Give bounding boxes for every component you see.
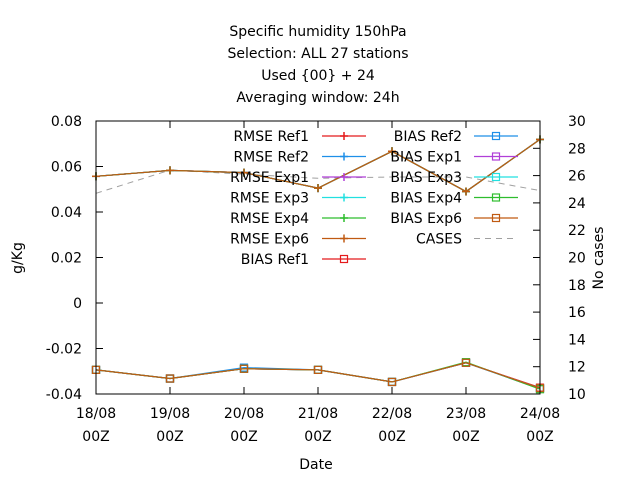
y-tick-label: -0.02 <box>46 342 82 358</box>
y2-tick-label: 12 <box>568 360 586 376</box>
series-line-rmse-exp1 <box>95 138 541 193</box>
legend-entry-rmse-exp1: RMSE Exp1 <box>230 170 366 186</box>
series-line-rmse-ref1 <box>95 138 541 193</box>
y-tick-label: 0.04 <box>51 205 82 221</box>
x-tick-label-time: 00Z <box>82 429 109 445</box>
chart-title-line: Selection: ALL 27 stations <box>227 46 408 62</box>
y-axis-label: g/Kg <box>10 242 26 274</box>
legend-label: RMSE Exp6 <box>230 232 309 248</box>
series-line-rmse-exp4 <box>95 138 541 193</box>
chart-title: Specific humidity 150hPa Selection: ALL 2… <box>227 24 408 106</box>
legend-label: BIAS Ref1 <box>241 252 309 268</box>
legend-swatch-marker <box>491 131 501 141</box>
data-point-bias-exp6 <box>313 365 323 374</box>
legend-swatch-marker <box>339 254 349 264</box>
series-bias-exp3 <box>91 358 545 393</box>
y2-tick-label: 24 <box>568 196 586 212</box>
data-point-bias-exp6 <box>165 374 175 383</box>
y2-tick-label: 18 <box>568 278 586 294</box>
legend-entry-bias-exp3: BIAS Exp3 <box>390 170 518 186</box>
legend-entry-rmse-ref1: RMSE Ref1 <box>233 129 366 145</box>
legend-swatch-marker <box>491 193 501 202</box>
y2-tick-label: 16 <box>568 305 586 321</box>
legend-swatch-marker <box>491 213 501 223</box>
legend-label: CASES <box>416 232 462 248</box>
y-tick-label: -0.04 <box>46 387 82 403</box>
data-point-bias-exp6 <box>461 358 471 367</box>
legend-label: BIAS Ref2 <box>394 129 462 145</box>
legend-entry-rmse-ref2: RMSE Ref2 <box>233 150 366 166</box>
x-tick-label-date: 24/08 <box>520 406 560 422</box>
chart-title-line: Specific humidity 150hPa <box>229 24 406 40</box>
legend-label: BIAS Exp6 <box>390 211 462 227</box>
legend-entry-cases: CASES <box>416 232 518 248</box>
axis-ticks: -0.04 -0.02 0 0.02 0.04 0.06 0.08 10 12 14 16 18 20 2… <box>46 114 586 445</box>
x-tick-label-time: 00Z <box>378 429 405 445</box>
legend-label: RMSE Ref2 <box>233 150 309 166</box>
y2-axis-label: No cases <box>591 227 607 290</box>
legend-label: RMSE Ref1 <box>233 129 309 145</box>
legend-label: RMSE Exp4 <box>230 211 309 227</box>
series-line-rmse-exp3 <box>95 138 541 193</box>
x-axis-label: Date <box>299 457 332 473</box>
legend-entry-bias-exp6: BIAS Exp6 <box>390 211 518 227</box>
data-point-bias-exp6 <box>239 364 249 373</box>
legend-swatch-marker <box>491 152 501 161</box>
legend-entry-rmse-exp4: RMSE Exp4 <box>230 211 366 227</box>
legend-label: BIAS Exp3 <box>390 170 462 186</box>
legend-entry-rmse-exp3: RMSE Exp3 <box>230 191 366 207</box>
y-tick-label: 0 <box>73 296 82 312</box>
series-bias-ref1 <box>91 358 545 392</box>
series-rmse-exp6 <box>92 135 544 196</box>
legend-label: RMSE Exp1 <box>230 170 309 186</box>
x-tick-label-date: 22/08 <box>372 406 412 422</box>
x-tick-label-date: 23/08 <box>446 406 486 422</box>
legend: RMSE Ref1 RMSE Ref2 RMSE Exp1 RMSE Exp3 RMSE… <box>230 129 518 268</box>
series-bias-exp6 <box>91 358 545 393</box>
y2-tick-label: 10 <box>568 387 586 403</box>
series-line-rmse-exp6 <box>95 138 541 193</box>
y-tick-label: 0.02 <box>51 251 82 267</box>
legend-swatch-marker <box>491 172 501 182</box>
x-tick-label-time: 00Z <box>526 429 553 445</box>
x-tick-label-date: 19/08 <box>150 406 190 422</box>
chart-title-line: Averaging window: 24h <box>236 90 399 106</box>
x-tick-label-time: 00Z <box>230 429 257 445</box>
data-point-bias-exp6 <box>387 377 397 387</box>
y2-tick-label: 26 <box>568 169 586 185</box>
y2-tick-label: 20 <box>568 251 586 267</box>
legend-entry-bias-ref2: BIAS Ref2 <box>394 129 518 145</box>
series-line-rmse-ref2 <box>95 138 541 193</box>
y-tick-label: 0.06 <box>51 160 82 176</box>
legend-entry-bias-exp1: BIAS Exp1 <box>390 150 518 166</box>
x-tick-label-date: 21/08 <box>298 406 338 422</box>
x-tick-label-time: 00Z <box>156 429 183 445</box>
series-line-bias-exp6 <box>95 362 541 389</box>
legend-label: RMSE Exp3 <box>230 191 309 207</box>
y-tick-label: 0.08 <box>51 114 82 130</box>
y2-tick-label: 30 <box>568 114 586 130</box>
data-series <box>91 135 545 394</box>
x-tick-label-time: 00Z <box>452 429 479 445</box>
legend-entry-bias-ref1: BIAS Ref1 <box>241 252 366 268</box>
y2-tick-label: 28 <box>568 141 586 157</box>
legend-label: BIAS Exp1 <box>390 150 462 166</box>
x-tick-label-date: 18/08 <box>76 406 116 422</box>
chart-title-line: Used {00} + 24 <box>261 68 375 84</box>
legend-label: BIAS Exp4 <box>390 191 462 207</box>
x-tick-label-date: 20/08 <box>224 406 264 422</box>
x-tick-label-time: 00Z <box>304 429 331 445</box>
y2-tick-label: 22 <box>568 223 586 239</box>
plot-frame <box>95 120 541 395</box>
legend-entry-rmse-exp6: RMSE Exp6 <box>230 232 366 248</box>
y2-tick-label: 14 <box>568 332 586 348</box>
legend-entry-bias-exp4: BIAS Exp4 <box>390 191 518 207</box>
series-bias-exp1 <box>91 358 545 393</box>
